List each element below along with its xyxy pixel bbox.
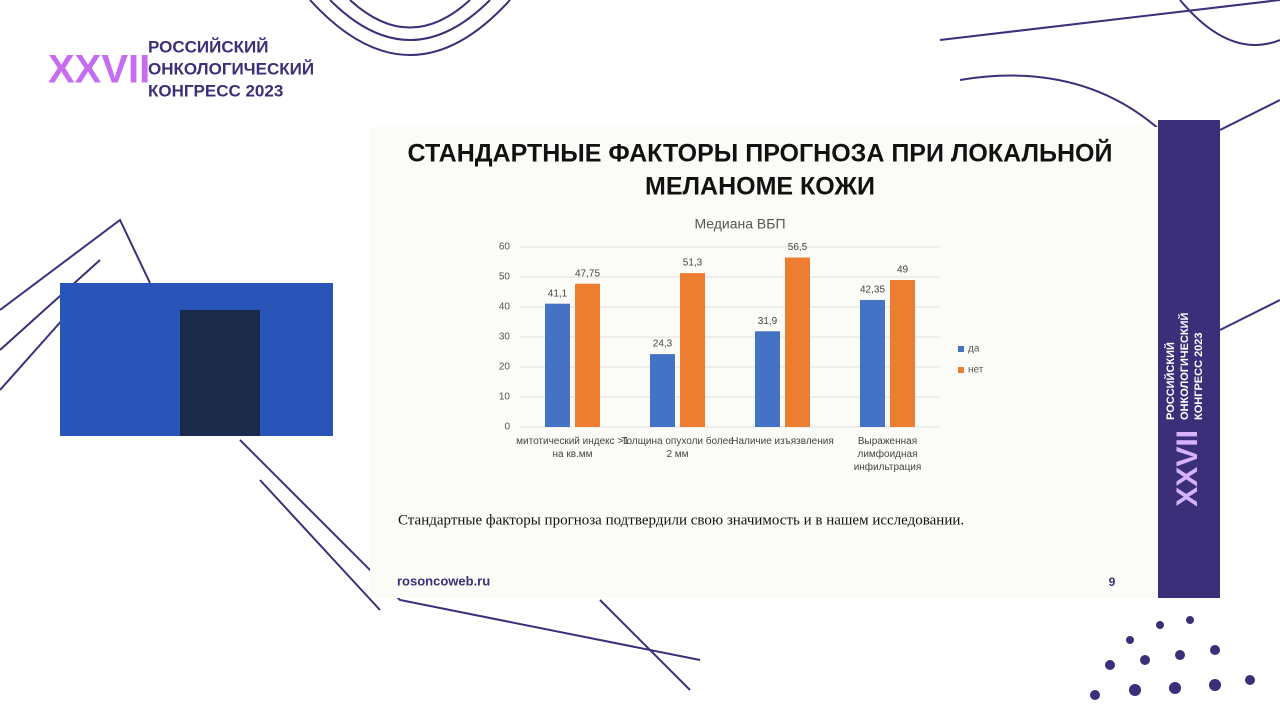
value-label: 51,3: [683, 258, 703, 269]
x-tick-label: Толщина опухоли более 2 мм: [621, 436, 734, 460]
logo-line: ОНКОЛОГИЧЕСКИЙ: [148, 59, 314, 78]
bar: [650, 354, 675, 427]
website: rosoncoweb.ru: [397, 573, 490, 588]
chart-title: Медиана ВБП: [694, 216, 785, 232]
bar: [785, 257, 810, 427]
y-tick-label: 20: [499, 362, 511, 373]
page-number: 9: [1109, 575, 1116, 589]
caption: Стандартные факторы прогноза подтвердили…: [398, 512, 964, 528]
bar: [680, 273, 705, 427]
value-label: 41,1: [548, 288, 568, 299]
slide-title: МЕЛАНОМЕ КОЖИ: [645, 173, 875, 201]
bar: [575, 283, 600, 427]
logo-numeral: XXVII: [48, 48, 150, 92]
x-tick-label: митотический индекс >1 на кв.мм: [516, 436, 629, 460]
legend-swatch: [958, 346, 964, 352]
bar: [860, 299, 885, 427]
value-label: 42,35: [860, 285, 885, 296]
x-tick-label: Наличие изъязвления: [731, 436, 834, 447]
bar: [890, 280, 915, 427]
legend-swatch: [958, 367, 964, 373]
decoration: [0, 0, 1280, 691]
value-label: 56,5: [788, 242, 808, 253]
y-tick-label: 10: [499, 392, 511, 403]
bar: [545, 303, 570, 427]
x-tick-label: Выраженная лимфоидная инфильтрация: [853, 436, 922, 473]
dot-pattern: [1090, 616, 1255, 700]
value-label: 49: [897, 265, 909, 276]
side-banner: [1158, 120, 1220, 598]
value-label: 31,9: [758, 316, 778, 327]
legend-label: да: [968, 344, 980, 355]
logo-line: КОНГРЕСС 2023: [148, 81, 283, 100]
speaker: [180, 310, 260, 436]
y-tick-label: 0: [504, 422, 510, 433]
side-line: ОНКОЛОГИЧЕСКИЙ: [1178, 312, 1191, 420]
value-label: 24,3: [653, 339, 673, 350]
slide-title: СТАНДАРТНЫЕ ФАКТОРЫ ПРОГНОЗА ПРИ ЛОКАЛЬН…: [408, 138, 1113, 168]
y-tick-label: 50: [499, 272, 511, 283]
side-banner-text: XXVII РОССИЙСКИЙ ОНКОЛОГИЧЕСКИЙ КОНГРЕСС…: [1164, 312, 1205, 506]
y-tick-label: 40: [499, 302, 511, 313]
y-tick-label: 30: [499, 332, 511, 343]
logo-line: РОССИЙСКИЙ: [148, 37, 268, 56]
y-tick-label: 60: [499, 242, 511, 253]
legend-label: нет: [968, 365, 984, 376]
side-numeral: XXVII: [1171, 430, 1204, 507]
value-label: 47,75: [575, 268, 600, 279]
bar: [755, 331, 780, 427]
side-line: РОССИЙСКИЙ: [1164, 342, 1177, 420]
side-line: КОНГРЕСС 2023: [1193, 332, 1205, 420]
